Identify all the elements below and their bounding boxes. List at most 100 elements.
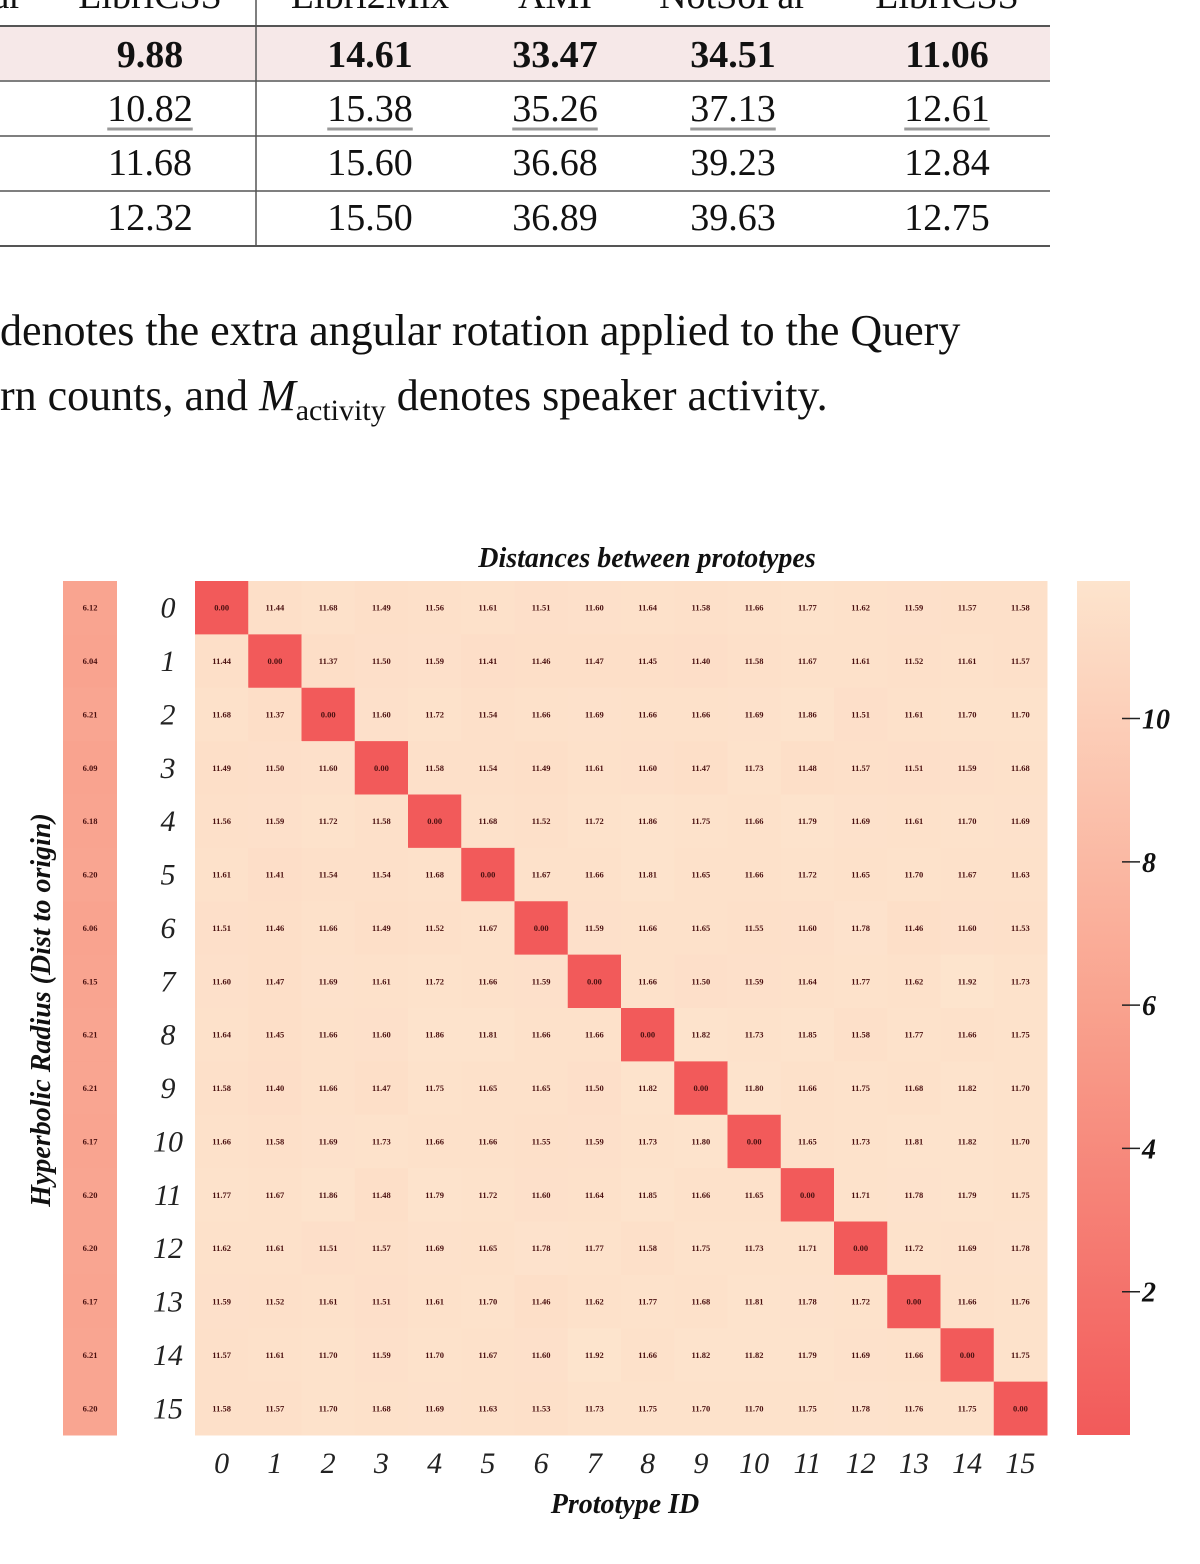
- heatmap-cell: [461, 1114, 515, 1169]
- heatmap-cell: [674, 741, 728, 795]
- heatmap-cell: [834, 1274, 888, 1329]
- cell-label: 11.48: [372, 1190, 391, 1200]
- cell-label: 11.49: [372, 923, 391, 933]
- heatmap-cell: [834, 847, 888, 902]
- cell-label: 11.52: [905, 656, 924, 666]
- radius-label: 6.09: [83, 763, 98, 773]
- radius-cell: [63, 1328, 117, 1383]
- heatmap-cell: [461, 794, 515, 849]
- y-tick-label: 5: [161, 859, 176, 892]
- cell-label: 0.00: [587, 976, 602, 986]
- heatmap-cell: [301, 1381, 356, 1436]
- cell-label: 11.61: [905, 816, 924, 826]
- cell-label: 11.66: [798, 1083, 817, 1093]
- heatmap-cell: [727, 954, 782, 1009]
- heatmap-cell: [674, 954, 728, 1009]
- radius-label: 6.04: [83, 656, 99, 666]
- cell-label: 11.76: [905, 1403, 924, 1413]
- cell-label: 11.61: [319, 1297, 338, 1307]
- heatmap-cell: [993, 1114, 1048, 1169]
- radius-label: 6.12: [83, 603, 98, 613]
- heatmap-cell: [461, 1381, 515, 1436]
- heatmap-cell: [301, 954, 356, 1009]
- heatmap-cell: [514, 1328, 569, 1383]
- cell-label: 11.58: [212, 1083, 231, 1093]
- cell-label: 11.46: [532, 1297, 551, 1307]
- heatmap-cell: [354, 1274, 409, 1329]
- cell-label: 11.59: [958, 763, 977, 773]
- heatmap-cell: [887, 1328, 941, 1383]
- cell-label: 11.47: [372, 1083, 391, 1093]
- x-tick-label: 12: [846, 1447, 876, 1480]
- heatmap-cell: [354, 847, 409, 902]
- cell-label: 11.70: [319, 1350, 338, 1360]
- cell-label: 0.00: [374, 763, 389, 773]
- cell-label: 11.62: [212, 1243, 231, 1253]
- radius-cell: [63, 847, 117, 902]
- cell-label: 11.67: [532, 870, 551, 880]
- cell-label: 11.81: [479, 1030, 498, 1040]
- cell-label: 11.75: [692, 1243, 711, 1253]
- cell-label: 11.69: [425, 1243, 444, 1253]
- y-tick-label: 11: [154, 1179, 182, 1212]
- heatmap-cell: [195, 1168, 249, 1222]
- cell-label: 11.71: [798, 1243, 817, 1253]
- cell-label: 11.54: [319, 870, 338, 880]
- heatmap-cell: [195, 687, 249, 742]
- heatmap-cell: [248, 687, 302, 742]
- heatmap-cell: [354, 1168, 409, 1222]
- radius-cell: [63, 634, 117, 689]
- radius-label: 6.06: [83, 923, 98, 933]
- heatmap-cell: [301, 794, 356, 849]
- heatmap-cell: [780, 847, 835, 902]
- heatmap-cell: [514, 1168, 569, 1222]
- heatmap-cell: [514, 687, 569, 742]
- table-cell: 12.61: [904, 88, 990, 130]
- heatmap-cell: [567, 794, 622, 849]
- heatmap-cell: [408, 634, 462, 689]
- heatmap-cell: [940, 847, 995, 902]
- colorbar-tick-label: 8: [1142, 848, 1156, 879]
- cell-label: 11.67: [266, 1190, 285, 1200]
- cell-label: 11.51: [851, 709, 870, 719]
- cell-label: 11.60: [319, 763, 338, 773]
- cell-label: 11.56: [212, 816, 231, 826]
- heatmap-cell: [248, 741, 302, 795]
- cell-label: 11.69: [851, 1350, 870, 1360]
- cell-label: 11.68: [212, 709, 231, 719]
- x-tick-label: 7: [587, 1447, 604, 1480]
- heatmap-cell: [780, 1328, 835, 1383]
- cell-label: 11.60: [638, 763, 657, 773]
- heatmap-cell: [514, 1114, 569, 1169]
- cell-label: 11.73: [1011, 976, 1030, 986]
- cell-label: 11.82: [745, 1350, 764, 1360]
- heatmap-cell: [780, 1061, 835, 1116]
- heatmap-cell: [993, 581, 1048, 635]
- heatmap-cell: [408, 1061, 462, 1116]
- heatmap-cell: [621, 954, 675, 1009]
- cell-label: 11.69: [319, 1136, 338, 1146]
- cell-label: 11.50: [585, 1083, 604, 1093]
- cell-label: 11.73: [585, 1403, 604, 1413]
- heatmap-cell: [248, 1008, 302, 1062]
- cell-label: 11.48: [798, 763, 817, 773]
- heatmap-cell: [780, 634, 835, 689]
- heatmap-cell: [674, 1328, 728, 1383]
- heatmap-cell: [993, 634, 1048, 689]
- cell-label: 0.00: [693, 1083, 708, 1093]
- cell-label: 11.55: [532, 1136, 551, 1146]
- cell-label: 11.37: [266, 709, 285, 719]
- cell-label: 11.67: [798, 656, 817, 666]
- heatmap-cell: [780, 1381, 835, 1436]
- heatmap-cell: [727, 687, 782, 742]
- heatmap-cell: [940, 687, 995, 742]
- heatmap-cell: [727, 794, 782, 849]
- cell-label: 11.69: [851, 816, 870, 826]
- cell-label: 11.58: [266, 1136, 285, 1146]
- figure-title: Distances between prototypes: [477, 543, 816, 574]
- colorbar-tick-label: 6: [1142, 991, 1156, 1022]
- cell-label: 11.85: [798, 1030, 817, 1040]
- heatmap-cell: [248, 1381, 302, 1436]
- heatmap-cell: [780, 954, 835, 1009]
- cell-label: 11.70: [1011, 1136, 1030, 1146]
